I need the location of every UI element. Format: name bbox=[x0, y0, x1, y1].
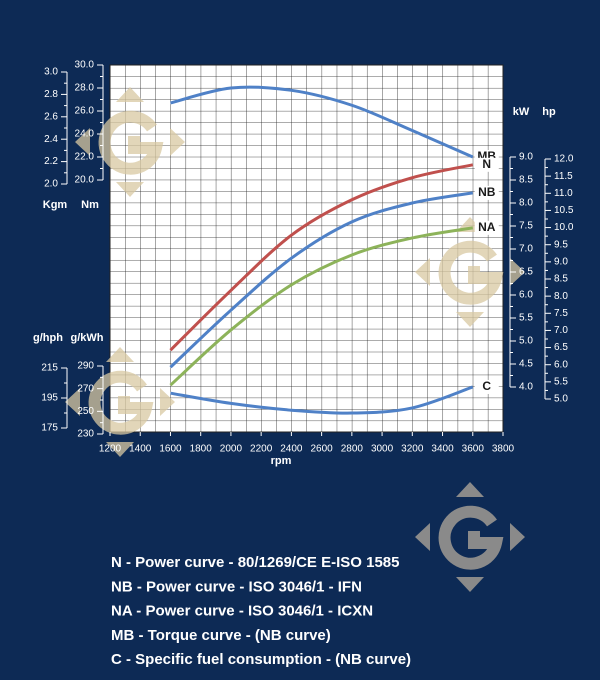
y-tick-label: 6.0 bbox=[554, 359, 568, 370]
y-tick-label: 7.0 bbox=[519, 244, 533, 255]
y-tick-label: 26.0 bbox=[75, 106, 95, 117]
x-tick-label: 3400 bbox=[431, 444, 454, 455]
y-tick-label: 8.5 bbox=[554, 274, 568, 285]
legend-note: NA - Power curve - ISO 3046/1 - ICXN bbox=[111, 603, 373, 620]
y-tick-label: 7.0 bbox=[554, 325, 568, 336]
chart: rpm 1200 1400 1600 1800 2000 2200 2400 2600 2800 3… bbox=[33, 60, 574, 669]
y-tick-label: 20.0 bbox=[75, 175, 95, 186]
y-tick-label: 2.4 bbox=[44, 134, 58, 145]
y-tick-label: 9.0 bbox=[519, 152, 533, 163]
legend-note: NB - Power curve - ISO 3046/1 - IFN bbox=[111, 578, 362, 595]
y-tick-label: 9.0 bbox=[554, 256, 568, 267]
axis-title: g/hph bbox=[33, 332, 63, 344]
axis-title: Nm bbox=[81, 199, 99, 211]
y-tick-label: 175 bbox=[41, 423, 58, 434]
x-tick-label: 1400 bbox=[129, 444, 152, 455]
axis-title: Kgm bbox=[43, 199, 68, 211]
x-tick-label: 1800 bbox=[190, 444, 213, 455]
curve-label-bg bbox=[474, 157, 499, 172]
y-tick-label: 270 bbox=[77, 383, 94, 394]
x-tick-label: 3000 bbox=[371, 444, 394, 455]
y-tick-label: 5.0 bbox=[554, 394, 568, 405]
y-tick-label: 11.5 bbox=[554, 171, 573, 182]
axis-title: g/kWh bbox=[71, 332, 104, 344]
y-tick-label: 11.0 bbox=[554, 188, 573, 199]
y-tick-label: 6.5 bbox=[554, 342, 568, 353]
y-tick-label: 6.0 bbox=[519, 290, 533, 301]
x-tick-label: 3600 bbox=[462, 444, 485, 455]
y-tick-label: 28.0 bbox=[75, 83, 95, 94]
y-tick-label: 2.6 bbox=[44, 111, 58, 122]
curve bbox=[170, 85, 474, 159]
x-tick-label: 2000 bbox=[220, 444, 243, 455]
curve-label-bg bbox=[474, 185, 499, 200]
legend-note: MB - Torque curve - (NB curve) bbox=[111, 627, 331, 644]
y-tick-label: 4.0 bbox=[519, 382, 533, 393]
y-tick-label: 5.5 bbox=[519, 313, 533, 324]
x-tick-label: 3200 bbox=[401, 444, 424, 455]
y-tick-label: 10.0 bbox=[554, 222, 574, 233]
curve bbox=[170, 385, 474, 415]
y-tick-label: 7.5 bbox=[519, 221, 533, 232]
y-tick-label: 4.5 bbox=[519, 359, 533, 370]
curve-label: N bbox=[482, 157, 491, 171]
curve-label: C bbox=[482, 379, 491, 393]
legend-note: C - Specific fuel consumption - (NB curv… bbox=[111, 651, 411, 668]
curve-label: NB bbox=[478, 185, 496, 199]
curve-label-bg bbox=[474, 220, 499, 235]
y-tick-label: 2.8 bbox=[44, 89, 58, 100]
x-axis-title: rpm bbox=[271, 455, 292, 467]
legend-note: N - Power curve - 80/1269/CE E-ISO 1585 bbox=[111, 554, 399, 571]
y-tick-label: 2.2 bbox=[44, 156, 58, 167]
y-tick-label: 3.0 bbox=[44, 67, 58, 78]
y-tick-label: 250 bbox=[77, 406, 94, 417]
axis-title: kW bbox=[513, 106, 530, 118]
y-tick-label: 24.0 bbox=[75, 129, 95, 140]
curve bbox=[169, 191, 474, 369]
y-tick-label: 230 bbox=[77, 429, 94, 440]
y-tick-label: 5.5 bbox=[554, 376, 568, 387]
y-tick-label: 8.0 bbox=[519, 198, 533, 209]
x-tick-label: 2800 bbox=[341, 444, 364, 455]
x-tick-label: 1600 bbox=[159, 444, 182, 455]
curve bbox=[169, 163, 474, 352]
x-tick-label: 1200 bbox=[99, 444, 122, 455]
x-tick-label: 3800 bbox=[492, 444, 515, 455]
y-tick-label: 10.5 bbox=[554, 205, 574, 216]
y-tick-label: 8.0 bbox=[554, 291, 568, 302]
y-tick-label: 2.0 bbox=[44, 179, 58, 190]
y-tick-label: 6.5 bbox=[519, 267, 533, 278]
y-tick-label: 9.5 bbox=[554, 239, 568, 250]
y-tick-label: 7.5 bbox=[554, 308, 568, 319]
x-tick-label: 2600 bbox=[310, 444, 333, 455]
y-tick-label: 12.0 bbox=[554, 154, 574, 165]
y-tick-label: 22.0 bbox=[75, 152, 95, 163]
axis-title: hp bbox=[542, 106, 556, 118]
curve-label-bg bbox=[474, 379, 499, 394]
y-tick-label: 195 bbox=[41, 393, 58, 404]
x-tick-label: 2200 bbox=[250, 444, 273, 455]
logo bbox=[415, 482, 525, 592]
curve-label: NA bbox=[478, 220, 496, 234]
y-tick-label: 30.0 bbox=[75, 60, 95, 71]
y-tick-label: 290 bbox=[77, 361, 94, 372]
y-tick-label: 5.0 bbox=[519, 336, 533, 347]
y-tick-label: 8.5 bbox=[519, 175, 533, 186]
x-tick-label: 2400 bbox=[280, 444, 303, 455]
y-tick-label: 215 bbox=[41, 363, 58, 374]
curve bbox=[169, 226, 474, 387]
